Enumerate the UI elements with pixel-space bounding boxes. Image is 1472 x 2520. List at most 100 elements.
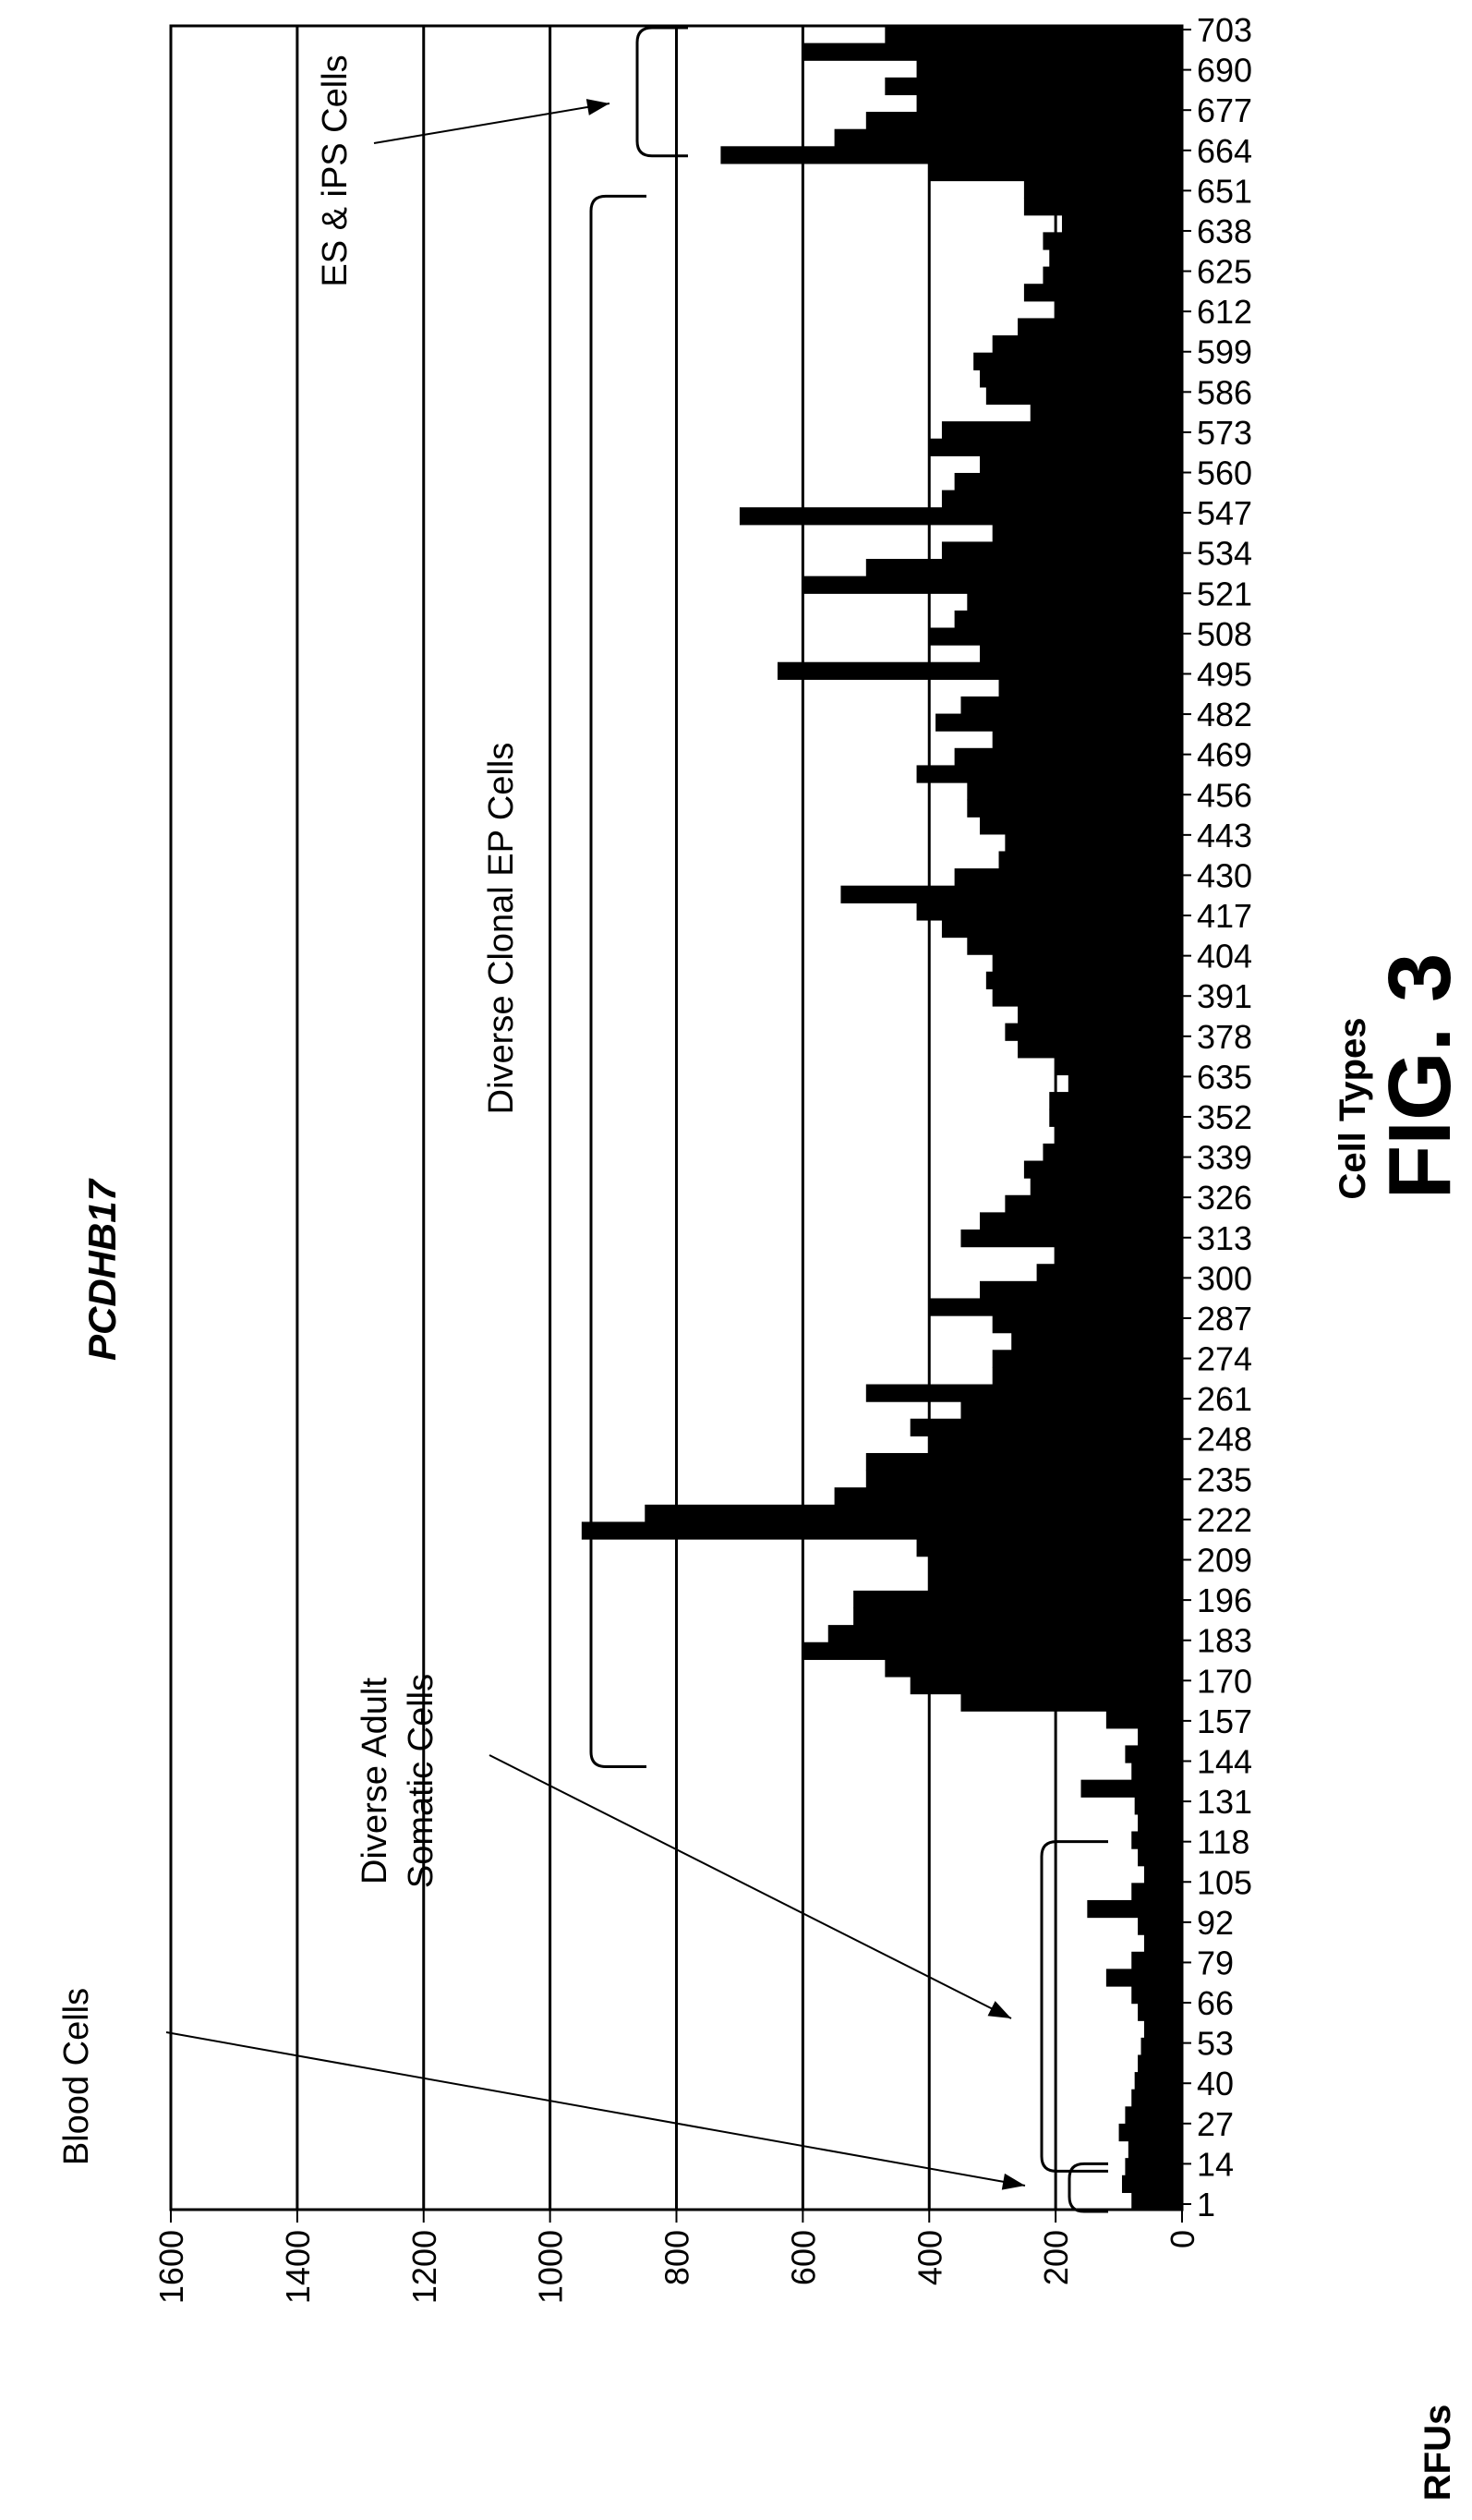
bar: [942, 541, 1182, 559]
category-tick-label: 196: [1197, 1581, 1252, 1619]
bar: [1131, 1883, 1182, 1900]
bar: [1062, 215, 1182, 233]
bar: [1138, 1814, 1182, 1832]
bar: [1125, 1745, 1182, 1763]
category-tick-label: 313: [1197, 1219, 1252, 1257]
annotation-diverse-clonal-ep-cells: Diverse Clonal EP Cells: [482, 743, 521, 1115]
bar: [1056, 1058, 1182, 1075]
category-tick-label: 430: [1197, 856, 1252, 894]
bar: [960, 1401, 1182, 1419]
value-tick-label: 1200: [405, 2230, 443, 2304]
category-tick-label: 235: [1197, 1460, 1252, 1498]
arrow-blood-cells: [166, 2032, 1025, 2186]
category-tick-label: 456: [1197, 776, 1252, 814]
bar: [866, 112, 1182, 129]
bar: [720, 146, 1182, 164]
bar: [1005, 834, 1182, 852]
bars: [582, 26, 1182, 2211]
bar: [866, 1471, 1182, 1488]
bar: [1131, 1763, 1182, 1780]
bar: [993, 525, 1182, 542]
bar: [1043, 267, 1182, 285]
bar: [929, 164, 1182, 181]
bar: [1005, 1024, 1182, 1041]
bracket-somatic-cells: [1042, 1842, 1108, 2172]
bar: [911, 1419, 1182, 1436]
bar: [935, 714, 1182, 732]
category-tick-label: 443: [1197, 817, 1252, 854]
value-axis-ticks: 02004006008001000120014001600: [152, 2210, 1201, 2304]
bar: [1087, 1900, 1182, 1918]
bar: [866, 1385, 1182, 1402]
bar: [911, 1677, 1182, 1694]
bar: [955, 748, 1182, 766]
bar: [1131, 1952, 1182, 1969]
bar: [1005, 1195, 1182, 1213]
category-tick-label: 1: [1197, 2186, 1215, 2223]
category-tick-label: 378: [1197, 1018, 1252, 1056]
bar: [1141, 2038, 1182, 2055]
bar: [955, 611, 1182, 628]
bar: [993, 988, 1182, 1006]
bar: [1056, 1247, 1182, 1265]
category-tick-label: 391: [1197, 977, 1252, 1015]
category-tick-label: 534: [1197, 535, 1252, 573]
category-tick-label: 521: [1197, 575, 1252, 612]
category-tick-label: 635: [1197, 1058, 1252, 1096]
bar: [1131, 2090, 1182, 2107]
bar: [993, 1315, 1182, 1333]
bar: [1056, 1126, 1182, 1144]
chart-title: PCDHB17: [80, 1178, 124, 1361]
bar: [986, 387, 1182, 405]
bar: [1138, 1728, 1182, 1746]
category-tick-label: 157: [1197, 1702, 1252, 1740]
bar: [1031, 405, 1182, 422]
annotation-es-ips-cells: ES & iPS Cells: [316, 55, 355, 286]
annotation-somatic-cells: Somatic Cells: [402, 1674, 440, 1888]
gridlines: [171, 26, 1056, 2210]
bar: [980, 370, 1182, 387]
bar: [885, 26, 1182, 43]
bar: [980, 1281, 1182, 1299]
bar: [1037, 1264, 1182, 1281]
bar: [942, 421, 1182, 439]
category-tick-label: 469: [1197, 736, 1252, 774]
bar: [802, 576, 1182, 594]
bar: [1081, 1780, 1183, 1798]
arrow-es-ips-cells-head: [586, 99, 609, 115]
category-tick-label: 300: [1197, 1259, 1252, 1297]
bar: [942, 920, 1182, 938]
category-tick-label: 118: [1197, 1823, 1249, 1861]
bar: [929, 1436, 1182, 1453]
bar: [1106, 1969, 1182, 1986]
bar: [917, 765, 1182, 782]
bar: [960, 697, 1182, 714]
value-tick-label: 400: [911, 2230, 948, 2285]
bar: [967, 800, 1182, 818]
bar: [917, 903, 1182, 920]
bar: [866, 1453, 1182, 1471]
bar: [960, 1694, 1182, 1712]
arrow-es-ips-cells: [374, 103, 609, 143]
category-tick-label: 495: [1197, 655, 1252, 693]
bar: [1122, 2175, 1182, 2193]
category-tick-label: 599: [1197, 333, 1252, 371]
bar: [1135, 1797, 1182, 1814]
annotation-blood-cells: Blood Cells: [57, 1988, 96, 2165]
bar: [835, 129, 1182, 147]
bar: [1024, 181, 1182, 199]
category-tick-label: 404: [1197, 938, 1252, 975]
bar: [1049, 1109, 1182, 1127]
category-tick-label: 339: [1197, 1139, 1252, 1177]
bar: [1135, 2072, 1182, 2090]
bar: [778, 662, 1182, 680]
arrow-somatic-cells-head: [988, 2001, 1011, 2018]
bar: [1049, 249, 1182, 267]
category-tick-label: 651: [1197, 172, 1252, 210]
bar: [1056, 301, 1182, 319]
category-tick-label: 14: [1197, 2145, 1234, 2183]
arrow-somatic-cells: [489, 1755, 1011, 2018]
value-tick-label: 800: [658, 2230, 696, 2285]
bar: [1049, 1092, 1182, 1109]
